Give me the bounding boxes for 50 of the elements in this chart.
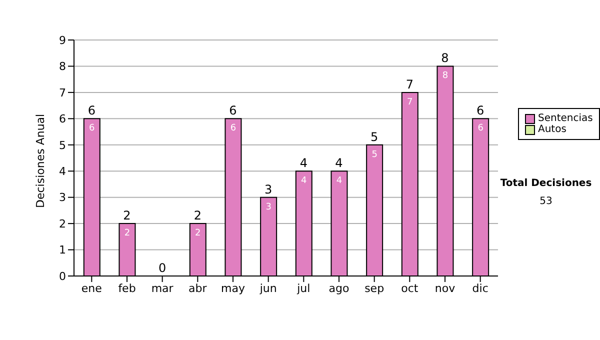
x-tick-label: jul: [296, 282, 310, 295]
data-label: 4: [301, 176, 308, 186]
total-label: 6: [476, 104, 484, 118]
y-tick-label: 8: [59, 60, 66, 74]
y-tick-label: 3: [59, 191, 66, 204]
data-label: 2: [124, 228, 130, 239]
x-tick-label: jun: [258, 282, 277, 295]
x-tick-label: oct: [401, 282, 419, 295]
data-label: 8: [442, 71, 448, 82]
x-tick-label: dic: [472, 282, 488, 295]
total-label: 0: [158, 261, 166, 275]
total-label: 7: [406, 77, 414, 92]
y-tick-label: 2: [59, 217, 66, 230]
total-label: 3: [264, 182, 272, 196]
y-tick-label: 6: [59, 112, 66, 126]
data-label: 7: [407, 97, 413, 108]
total-label: 8: [441, 51, 449, 66]
y-tick-label: 7: [59, 86, 66, 100]
x-tick-label: sep: [364, 282, 384, 295]
total-label: 6: [88, 104, 96, 118]
data-label: 6: [230, 124, 236, 134]
y-tick-label: 0: [59, 270, 66, 283]
x-tick-label: ago: [328, 282, 350, 295]
data-label: 2: [195, 228, 201, 239]
y-tick-label: 4: [59, 165, 66, 178]
data-label: 6: [478, 124, 484, 134]
text: 53: [538, 196, 554, 207]
x-tick-label: ene: [81, 282, 102, 295]
data-label: 3: [266, 202, 272, 212]
x-tick-label: nov: [434, 282, 456, 295]
total-label: 5: [370, 130, 378, 144]
y-axis-title: Decisiones Anual: [34, 114, 47, 208]
text: Total Decisiones: [500, 178, 592, 189]
total-label: 2: [123, 208, 131, 223]
y-tick-label: 9: [59, 34, 66, 47]
y-tick-label: 1: [59, 244, 66, 257]
data-label: 4: [336, 176, 342, 186]
total-label: 4: [300, 156, 308, 170]
total-label: 2: [194, 208, 202, 223]
data-label: 6: [89, 124, 96, 134]
legend-label: Sentencias: [538, 113, 593, 124]
y-tick-label: 5: [59, 138, 66, 152]
total-label: 6: [229, 104, 237, 118]
x-tick-label: feb: [118, 282, 136, 295]
x-tick-label: may: [221, 282, 246, 295]
data-label: 5: [372, 150, 378, 160]
total-label: 4: [335, 156, 343, 170]
x-tick-label: mar: [151, 282, 174, 295]
x-tick-label: abr: [188, 282, 208, 295]
legend-label: Autos: [538, 124, 566, 135]
